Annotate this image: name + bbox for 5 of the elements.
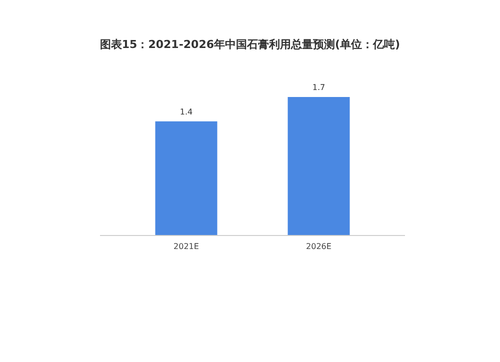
data-label: 1.4	[180, 107, 193, 116]
data-label: 1.7	[312, 83, 326, 92]
chart-title: 图表15：2021-2026年中国石膏利用总量预测(单位：亿吨)	[100, 38, 400, 51]
x-tick-label: 2026E	[306, 242, 332, 251]
x-tick-label: 2021E	[174, 242, 199, 251]
